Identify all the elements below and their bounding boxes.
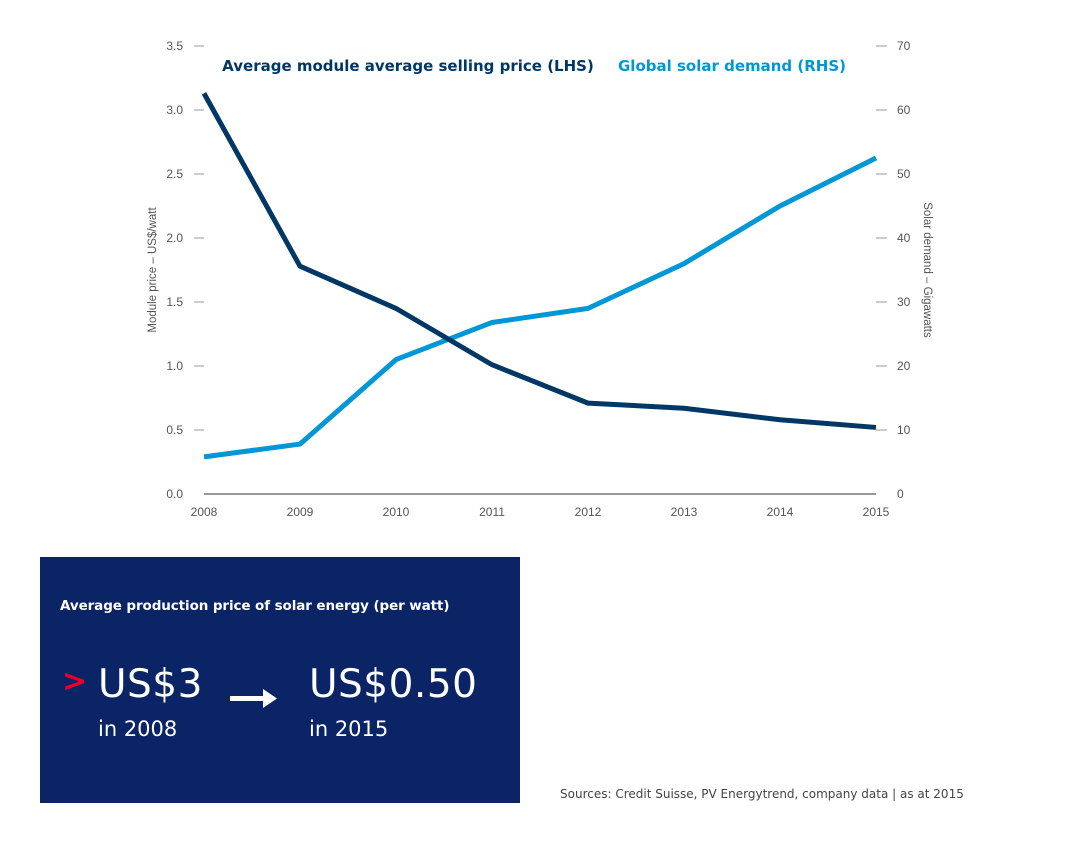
left-axis-title: Module price – US$/watt — [147, 207, 159, 333]
series-line-demand — [203, 155, 878, 460]
x-tick-label: 2012 — [575, 505, 602, 519]
price-2008-value: US$3 — [98, 662, 203, 707]
right-tick-label: 0 — [897, 487, 904, 501]
series-lines — [201, 92, 878, 460]
price-2008-year: in 2008 — [98, 717, 178, 741]
left-tick-label: 3.5 — [166, 39, 183, 53]
right-tick-label: 50 — [897, 167, 911, 181]
legend-entry-price: Average module average selling price (LH… — [222, 57, 594, 75]
right-tick-label: 70 — [897, 39, 911, 53]
left-tick-label: 1.0 — [166, 359, 183, 373]
chevron-right-icon: > — [62, 664, 88, 699]
right-tick-label: 20 — [897, 359, 911, 373]
x-tick-label: 2011 — [479, 505, 505, 519]
x-tick-label: 2009 — [287, 505, 314, 519]
series-line-price — [201, 92, 877, 430]
left-tick-label: 2.5 — [166, 167, 183, 181]
left-tick-label: 0.5 — [166, 423, 183, 437]
left-tick-label: 2.0 — [166, 231, 183, 245]
source-note: Sources: Credit Suisse, PV Energytrend, … — [560, 787, 964, 801]
right-arrow-icon — [230, 689, 277, 708]
price-summary-box: Average production price of solar energy… — [40, 557, 520, 803]
x-tick-label: 2013 — [671, 505, 698, 519]
summary-title: Average production price of solar energy… — [60, 598, 450, 614]
right-tick-label: 60 — [897, 103, 911, 117]
x-tick-label: 2015 — [863, 505, 890, 519]
x-tick-label: 2010 — [383, 505, 410, 519]
right-axis-ticks: 0 10 20 30 40 50 60 70 — [876, 39, 911, 501]
right-axis-title: Solar demand – Gigawatts — [921, 202, 933, 338]
x-tick-label: 2008 — [191, 505, 218, 519]
x-axis-ticks: 2008 2009 2010 2011 2012 2013 2014 2015 — [191, 505, 890, 519]
left-tick-label: 0.0 — [166, 487, 183, 501]
right-tick-label: 40 — [897, 231, 911, 245]
x-tick-label: 2014 — [767, 505, 794, 519]
legend-entry-demand: Global solar demand (RHS) — [618, 57, 846, 75]
left-tick-label: 1.5 — [166, 295, 183, 309]
solar-price-demand-chart: 0.0 0.5 1.0 1.5 2.0 2.5 3.0 3.5 0 10 20 30 40 50 60 70… — [147, 39, 933, 519]
left-axis-ticks: 0.0 0.5 1.0 1.5 2.0 2.5 3.0 3.5 — [166, 39, 204, 501]
right-tick-label: 30 — [897, 295, 911, 309]
price-2015-year: in 2015 — [309, 717, 389, 741]
price-2015-value: US$0.50 — [309, 662, 478, 707]
left-tick-label: 3.0 — [166, 103, 183, 117]
right-tick-label: 10 — [897, 423, 911, 437]
